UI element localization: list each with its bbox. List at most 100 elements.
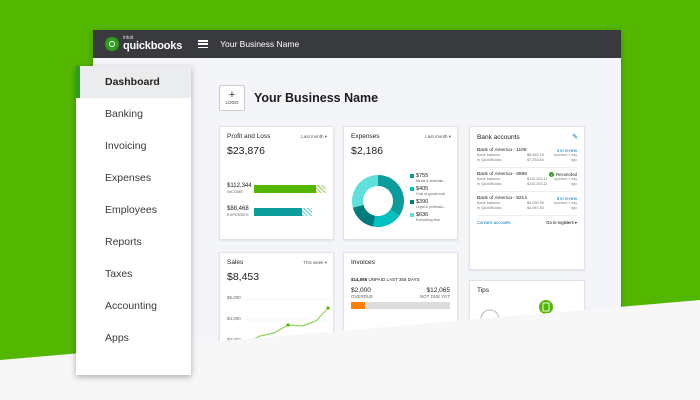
not-due-amount: $12,065 [426, 287, 451, 294]
bank-balance-value: $5,030.56 [527, 201, 544, 205]
legend-swatch [410, 213, 414, 217]
bank-balance-label: Bank balance [477, 177, 501, 181]
legend-item[interactable]: $405 Cost of goods sold [410, 186, 457, 196]
sidebar-item-dashboard[interactable]: Dashboard [76, 66, 191, 98]
check-icon: ✓ [549, 172, 555, 177]
hamburger-menu-icon[interactable] [198, 40, 209, 48]
sales-tick-label: $6,000 [227, 295, 241, 300]
expenses-legend: $755 Meals & entertain... $405 Cost of goo… [410, 173, 457, 225]
edit-pencil-icon[interactable]: ✎ [572, 134, 578, 141]
income-bar-pending [316, 185, 326, 193]
expenses-period-dropdown[interactable]: Last month [425, 134, 451, 140]
bank-account-row[interactable]: Bank of America - 8888 Bank balance $110,… [477, 168, 577, 192]
connect-accounts-link[interactable]: Connect accounts [477, 220, 511, 225]
bank-account-row[interactable]: Bank of America - 8214 Bank balance $5,03… [477, 192, 577, 216]
sidebar-item-accounting[interactable]: Accounting [105, 300, 157, 312]
quickbooks-logo-icon [105, 37, 119, 51]
expenses-donut-chart[interactable] [350, 173, 406, 229]
add-logo-button[interactable]: + LOGO [219, 85, 245, 111]
legend-label: Cost of goods sold [416, 192, 445, 196]
overdue-bar-fill [351, 302, 365, 309]
expenses-label: EXPENSES [227, 212, 249, 217]
unpaid-amount: $14,065 [351, 277, 368, 282]
bank-balance-value: $8,680.15 [527, 153, 544, 157]
invoice-progress-bar[interactable] [351, 302, 450, 309]
sidebar-nav: Dashboard Banking Invoicing Expenses Emp… [76, 66, 191, 375]
sales-tick-label: $4,000 [227, 316, 241, 321]
legend-amount: $636 [416, 212, 429, 218]
sales-tick-label: $2,000 [227, 337, 241, 342]
sidebar-item-taxes[interactable]: Taxes [105, 268, 133, 280]
bank-account-name: Bank of America - 8214 [477, 196, 527, 201]
donut-slice[interactable] [373, 209, 400, 227]
topbar-business-name: Your Business Name [220, 39, 300, 49]
income-bar[interactable] [254, 185, 316, 193]
bank-accounts-card[interactable]: Bank accounts ✎ Bank of America - 1108 B… [469, 126, 585, 270]
legend-item[interactable]: $755 Meals & entertain... [410, 173, 457, 183]
sales-title: Sales [227, 259, 244, 266]
plus-icon: + [228, 89, 236, 101]
donut-slice[interactable] [352, 175, 378, 208]
expenses-row[interactable]: $88,468 EXPENSES [227, 206, 255, 217]
overdue-amount: $2,000 [351, 287, 371, 294]
expenses-bar[interactable] [254, 208, 302, 216]
qb-balance-label: In QuickBooks [477, 158, 502, 162]
qb-balance-label: In QuickBooks [477, 206, 502, 210]
overdue-label: OVERDUE [351, 294, 374, 299]
sidebar-item-apps[interactable]: Apps [105, 332, 129, 344]
legend-label: Meals & entertain... [416, 179, 447, 183]
legend-item[interactable]: $636 Everything else [410, 212, 457, 222]
expenses-bar-pending [302, 208, 312, 216]
unpaid-label: UNPAID LAST 365 DAYS [368, 277, 420, 282]
income-label: INCOME [227, 189, 243, 194]
bank-accounts-title: Bank accounts [477, 133, 520, 141]
net-income-value: $23,876 [227, 145, 265, 157]
profit-loss-card[interactable]: Profit and Loss Last month $23,876 $112,… [219, 126, 334, 240]
sidebar-item-employees[interactable]: Employees [105, 204, 157, 216]
income-row[interactable]: $112,344 INCOME [227, 183, 255, 194]
profit-loss-title: Profit and Loss [227, 133, 271, 140]
qb-balance-label: In QuickBooks [477, 182, 502, 186]
bank-account-name: Bank of America - 1108 [477, 148, 527, 153]
profit-loss-period-dropdown[interactable]: Last month [301, 134, 327, 140]
sales-period-dropdown[interactable]: This week [303, 260, 327, 266]
sidebar-item-reports[interactable]: Reports [105, 236, 142, 248]
top-bar: intuit quickbooks Your Business Name [93, 30, 621, 58]
tips-title: Tips [477, 287, 490, 294]
legend-amount: $405 [416, 186, 429, 192]
updated-text: Updated 1 day ago [553, 153, 577, 162]
qb-balance-value: $4,987.83 [527, 206, 544, 210]
company-header: + LOGO Your Business Name [219, 85, 378, 111]
updated-text: Updated 1 day ago [553, 177, 577, 186]
company-name: Your Business Name [254, 91, 379, 105]
review-link[interactable]: 3 to review [556, 148, 577, 153]
legend-item[interactable]: $390 Legal & professio... [410, 199, 457, 209]
legend-swatch [410, 200, 414, 204]
legend-swatch [410, 174, 414, 178]
logo-label: LOGO [225, 100, 239, 105]
bank-account-name: Bank of America - 8888 [477, 172, 527, 177]
qb-balance-value: $7,253.64 [527, 158, 544, 162]
bank-account-row[interactable]: Bank of America - 1108 Bank balance $8,68… [477, 144, 577, 168]
review-link[interactable]: 8 to review [556, 196, 577, 201]
updated-text: Updated 1 day ago [553, 201, 577, 210]
sidebar-item-invoicing[interactable]: Invoicing [105, 140, 147, 152]
bank-balance-value: $110,253.11 [527, 177, 548, 181]
bank-balance-label: Bank balance [477, 153, 501, 157]
sidebar-item-banking[interactable]: Banking [105, 108, 143, 120]
logo-intuit-text: intuit [123, 35, 134, 41]
sidebar-item-expenses[interactable]: Expenses [105, 172, 152, 184]
go-to-registers-label: Go to registers [546, 220, 574, 225]
quickbooks-window: intuit quickbooks Your Business Name Pro… [93, 30, 621, 370]
quickbooks-logo[interactable]: intuit quickbooks [105, 36, 182, 52]
expenses-total: $2,186 [351, 145, 384, 157]
donut-slice[interactable] [352, 204, 376, 227]
income-amount: $112,344 [227, 183, 252, 189]
reconciled-status: Reconciled [556, 172, 577, 177]
sales-total: $8,453 [227, 271, 260, 283]
go-to-registers-dropdown[interactable]: Go to registers ▾ [546, 220, 577, 225]
not-due-label: NOT DUE YET [419, 294, 450, 299]
donut-slice[interactable] [378, 175, 404, 216]
